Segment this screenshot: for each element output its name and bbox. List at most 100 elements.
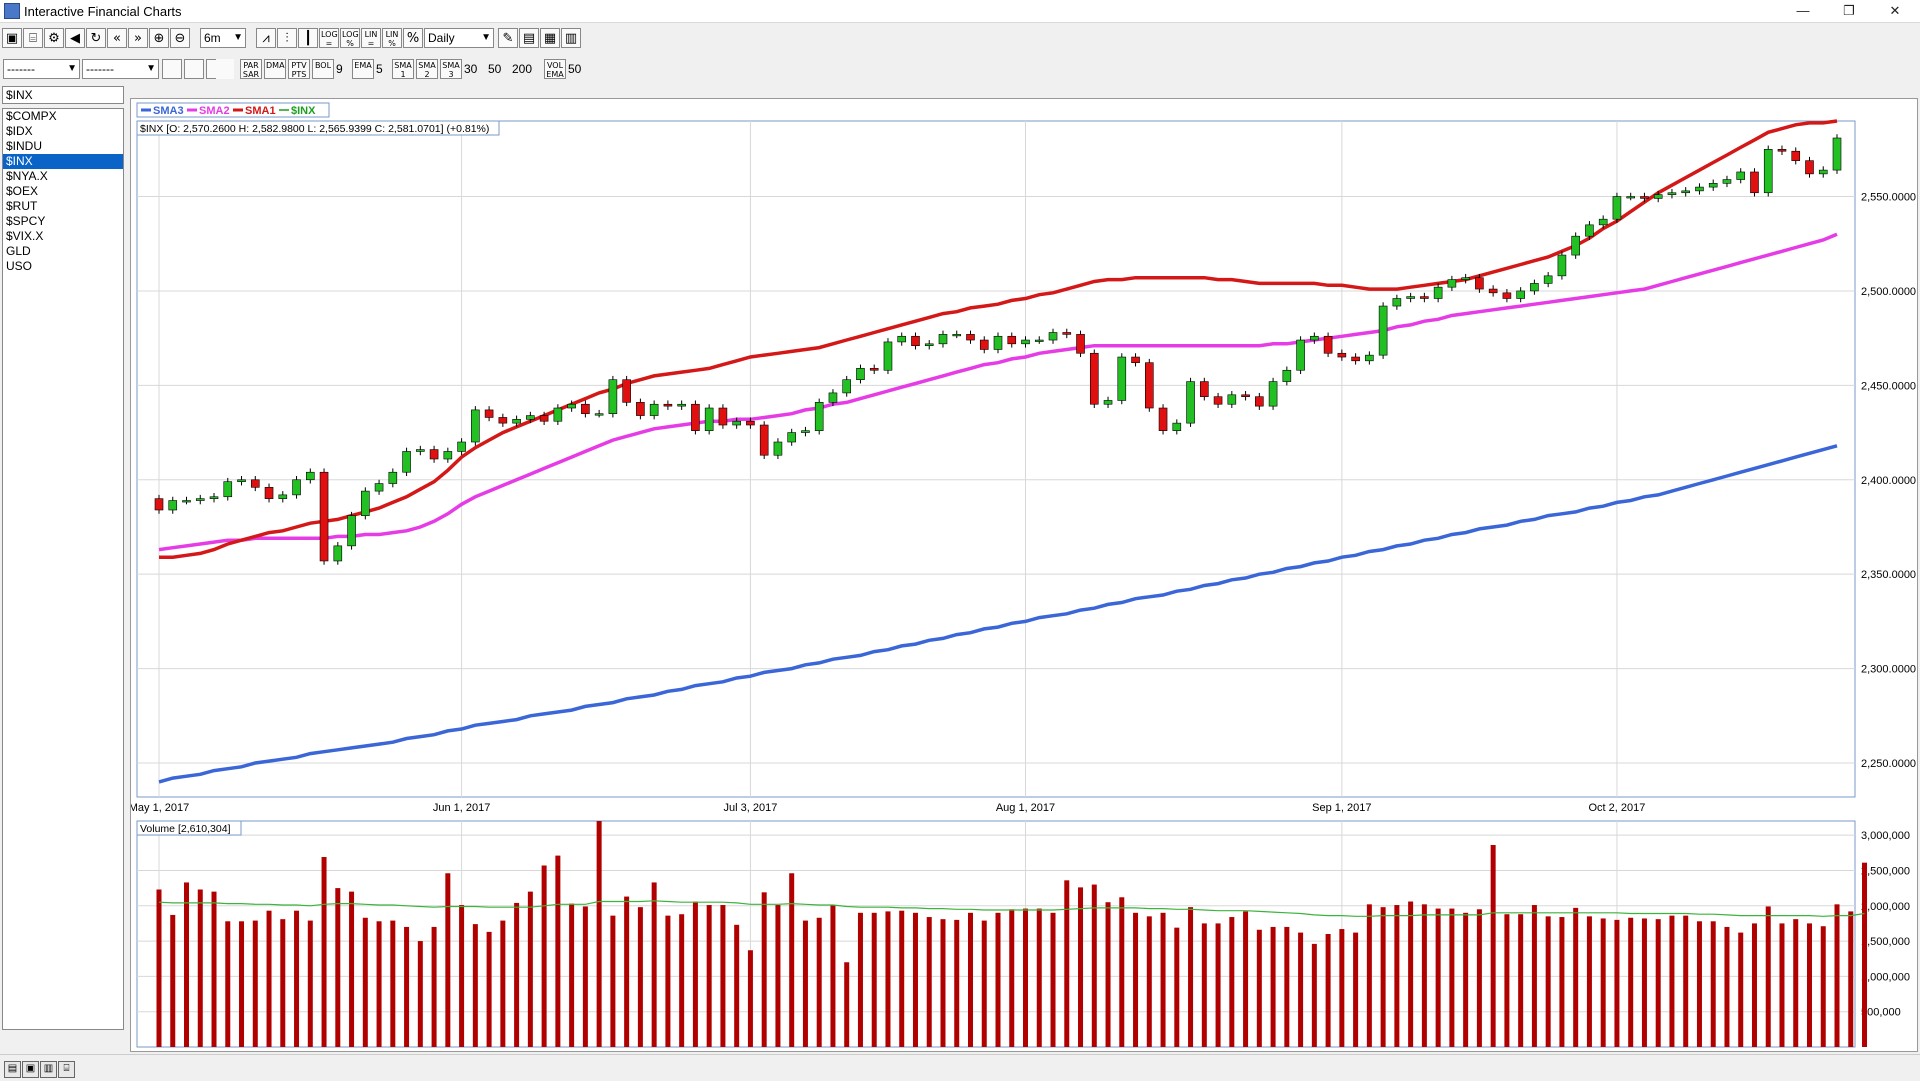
symbol-item[interactable]: GLD (6, 244, 31, 258)
candle-body (814, 402, 824, 431)
chevron-down-icon: ▼ (481, 32, 491, 43)
blank-button-2[interactable] (184, 59, 204, 79)
volume-bar (500, 920, 506, 1047)
log-pct-button[interactable]: LOG % (340, 28, 360, 48)
main-toolbar: 6m ▼ Daily ▼ ▣ ⌸ ⚙ ◀ ↻ «» ⊕ ⊖ ⩘ ⫶ ┃ LOG = LOG % LIN = LI… (0, 25, 1920, 53)
bol-button[interactable]: BOL (312, 59, 334, 79)
candle-body (842, 379, 852, 394)
zoom-in-icon[interactable]: ⊕ (149, 28, 169, 48)
symbol-item[interactable]: $IDX (6, 124, 33, 138)
blank-button-1[interactable] (162, 59, 182, 79)
layout-icon[interactable]: ▤ (519, 28, 539, 48)
print-icon[interactable]: ▥ (40, 1061, 57, 1078)
candle-body (856, 368, 865, 380)
par-sar-button[interactable]: PAR SAR (240, 59, 262, 79)
bar-chart-icon[interactable]: ⫶ (277, 28, 297, 48)
chevron-down-icon: ▼ (67, 63, 77, 74)
chevron-down-icon: ▼ (146, 63, 156, 74)
print-icon[interactable]: ▥ (561, 28, 581, 48)
candle-body (319, 471, 329, 562)
volume-bar (335, 888, 341, 1047)
candle-body (237, 479, 246, 482)
volume-bar (1394, 905, 1400, 1047)
scroll-forward-icon[interactable]: » (128, 28, 148, 48)
symbol-item[interactable]: USO (6, 259, 33, 273)
export-icon[interactable]: ⌸ (58, 1061, 75, 1078)
symbol-item[interactable]: $NYA.X (6, 169, 48, 183)
candle-body (1227, 394, 1237, 405)
save-icon[interactable]: ▣ (22, 1061, 39, 1078)
restore-button[interactable]: ❐ (1843, 3, 1855, 18)
symbol-item[interactable]: $VIX.X (6, 229, 44, 243)
period-select[interactable]: 6m ▼ (200, 28, 246, 48)
ema-button[interactable]: EMA (352, 59, 374, 79)
candle-body (1268, 381, 1278, 407)
volume-bar (417, 941, 423, 1047)
lin-pct-button[interactable]: LIN % (382, 28, 402, 48)
candle-body (1200, 381, 1209, 397)
candle-chart-icon[interactable]: ┃ (298, 28, 318, 48)
minimize-button[interactable]: — (1796, 3, 1810, 18)
sma1-button[interactable]: SMA 1 (392, 59, 414, 79)
candle-body (1062, 332, 1072, 335)
scroll-back-icon[interactable]: « (107, 28, 127, 48)
compare-icon[interactable]: ▦ (540, 28, 560, 48)
vol-ema-button[interactable]: VOL EMA (544, 59, 566, 79)
volume-bar (1504, 914, 1510, 1047)
log-y-button[interactable]: LOG = (319, 28, 339, 48)
volume-bar (720, 905, 726, 1047)
sma3-value: 200 (512, 62, 533, 76)
volume-y-tick-label: 1,500,000 (1861, 936, 1910, 948)
volume-bar (1146, 916, 1152, 1047)
pivot-pts-button[interactable]: PTV PTS (288, 59, 310, 79)
chevron-down-icon: ▼ (233, 32, 243, 43)
volume-bar (1779, 923, 1785, 1047)
symbol-item[interactable]: $INDU (6, 139, 43, 153)
volume-bar (1229, 917, 1235, 1047)
period-select-value: 6m (204, 31, 221, 45)
candle-body (374, 483, 384, 492)
indicator-select-1[interactable]: ------- ▼ (3, 59, 80, 79)
settings-icon[interactable]: ⚙ (44, 28, 64, 48)
candle-body (1502, 292, 1512, 299)
candle-body (250, 479, 260, 488)
zoom-out-icon[interactable]: ⊖ (170, 28, 190, 48)
candle-body (704, 407, 714, 431)
close-button[interactable]: ✕ (1889, 3, 1901, 18)
volume-bar (761, 892, 767, 1047)
open-icon[interactable]: ⌸ (23, 28, 43, 48)
save-icon[interactable]: ▣ (2, 28, 22, 48)
candle-body (1516, 290, 1525, 299)
interval-select[interactable]: Daily ▼ (424, 28, 494, 48)
x-tick-label: May 1, 2017 (131, 802, 189, 814)
chart-svg[interactable]: 2,250.0000 2,300.0000 2,350.0000 2,400.0000… (129, 99, 1917, 1051)
candle-body (993, 335, 1003, 350)
candle-body (1571, 235, 1580, 256)
folder-icon[interactable]: ▤ (4, 1061, 21, 1078)
symbol-item[interactable]: $INX (3, 154, 123, 169)
refresh-icon[interactable]: ↻ (86, 28, 106, 48)
percent-button[interactable]: % (403, 28, 423, 48)
symbol-input[interactable]: $INX (2, 86, 124, 104)
sma1-line (159, 119, 1838, 559)
symbol-item[interactable]: $SPCY (6, 214, 46, 228)
dma-button[interactable]: DMA (264, 59, 286, 79)
candle-body (526, 415, 535, 420)
volume-bar (830, 905, 836, 1047)
lin-y-button[interactable]: LIN = (361, 28, 381, 48)
sma2-button[interactable]: SMA 2 (416, 59, 438, 79)
symbol-item[interactable]: $RUT (6, 199, 38, 213)
volume-bar (404, 926, 410, 1047)
candle-body (1695, 186, 1704, 192)
candle-body (581, 403, 590, 414)
sma2-line (158, 232, 1838, 552)
symbol-item[interactable]: $OEX (6, 184, 39, 198)
draw-tool-icon[interactable]: ✎ (498, 28, 518, 48)
candle-body (1021, 339, 1030, 345)
indicator-select-2[interactable]: ------- ▼ (82, 59, 159, 79)
sma3-button[interactable]: SMA 3 (440, 59, 462, 79)
candle-body (1406, 296, 1415, 299)
symbol-item[interactable]: $COMPX (6, 109, 57, 123)
line-chart-icon[interactable]: ⩘ (256, 28, 276, 48)
sound-icon[interactable]: ◀ (65, 28, 85, 48)
